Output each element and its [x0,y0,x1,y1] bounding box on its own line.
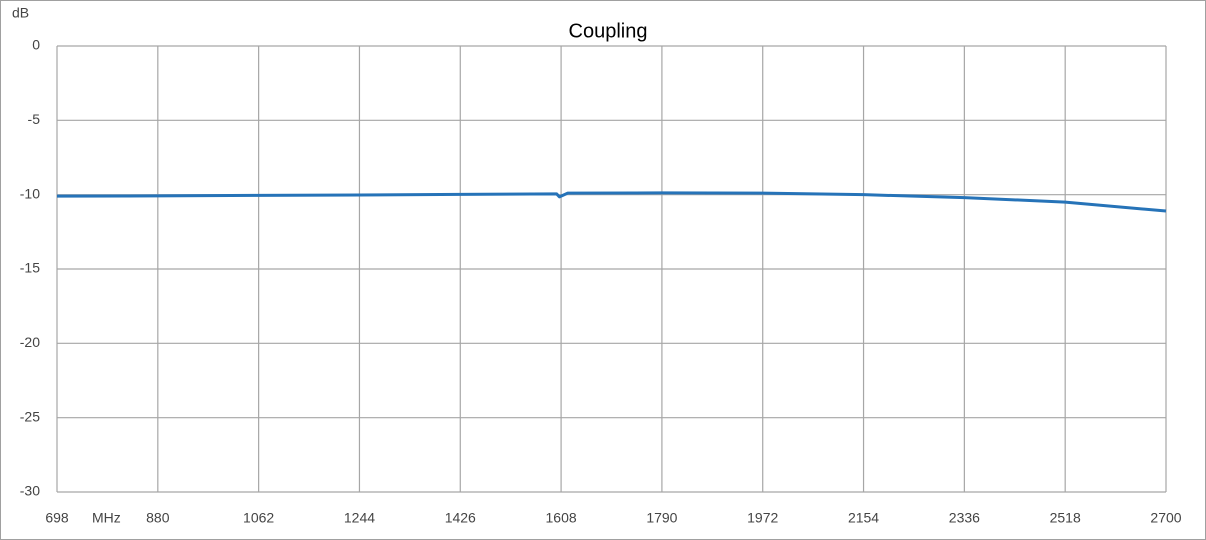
chart-title: Coupling [569,20,648,42]
x-tick-label: 880 [146,510,170,526]
x-tick-label: 1244 [344,510,375,526]
x-axis-label: MHz [92,510,121,526]
x-tick-label: 2336 [949,510,980,526]
x-tick-label: 2700 [1150,510,1181,526]
x-tick-label: 2154 [848,510,879,526]
x-tick-label: 1426 [445,510,476,526]
y-tick-label: 0 [32,37,40,53]
x-tick-label: 1790 [646,510,677,526]
y-axis-label: dB [12,5,29,21]
data-line [56,191,1167,213]
y-tick-label: -10 [20,185,40,201]
y-tick-label: -15 [20,260,40,276]
y-tick-label: -5 [28,111,41,127]
y-tick-label: -30 [20,483,40,499]
y-tick-label: -20 [20,334,40,350]
x-tick-label: 1062 [243,510,274,526]
y-tick-label: -25 [20,408,40,424]
x-tick-label: 2518 [1050,510,1081,526]
x-tick-label: 1972 [747,510,778,526]
x-tick-label: 1608 [546,510,577,526]
x-tick-label: 698 [45,510,69,526]
